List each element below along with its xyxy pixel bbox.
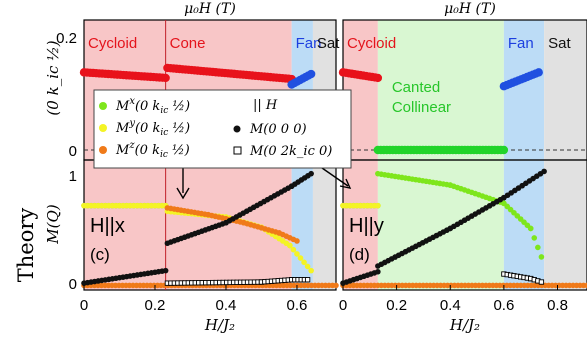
phase-label-c-2: Fan (296, 35, 322, 52)
upper-point-c-0-27 (161, 73, 170, 83)
arrow-diag-head (339, 178, 352, 189)
lower-point-c-2-3-0 (287, 242, 293, 249)
legend-tail: ½) (168, 143, 190, 158)
panel-label-d: (d) (349, 245, 370, 264)
legend-sub: ic (160, 150, 168, 160)
phase-label-d-1: Canted Collinear (392, 79, 451, 116)
legend-sup: x (129, 96, 135, 107)
panel-label-c: (c) (90, 245, 110, 264)
theory-side-label: Theory (14, 208, 38, 283)
legend-tail: ½) (168, 121, 190, 136)
legend-rest: (0 k (135, 121, 160, 136)
legend-label-mz: Mz(0 kic ½) (115, 140, 190, 160)
legend-main: M (115, 121, 130, 136)
upper-point-d-2-12 (534, 68, 543, 77)
lower-point-d-2-3-1 (531, 235, 538, 241)
lower-point-c-2-3-3 (297, 255, 304, 261)
x-axis-label-d: H/J₂ (449, 316, 480, 334)
legend-sup: z (128, 140, 135, 151)
legend-main: M (115, 99, 130, 114)
lower-point-c-6-2-6 (308, 170, 314, 177)
legend-marker-mx (99, 102, 107, 110)
lower-point-d-2-3-3 (538, 254, 545, 260)
legend-rest: (0 k (135, 99, 160, 114)
phase-label-c-3: Sat (317, 35, 340, 52)
legend-sub: ic (160, 106, 168, 116)
lower-point-c-4-0-72 (333, 282, 339, 289)
xtick-label-c-3: 0.6 (287, 297, 308, 314)
lower-point-c-2-3-6 (308, 267, 314, 274)
x-axis-label-c: H/J₂ (204, 316, 235, 334)
arrow-down-head (176, 187, 190, 200)
lower-point-d-1-0-10 (375, 202, 381, 209)
phase-region-d-1 (377, 20, 504, 290)
legend-label-m000: M(0 0 0) (249, 122, 307, 137)
legend-rest: (0 k (135, 143, 160, 158)
xtick-label-d-3: 0.6 (493, 297, 514, 314)
xtick-label-d-2: 0.4 (440, 297, 461, 314)
xtick-label-d-4: 0.8 (547, 297, 568, 314)
lower-point-d-5-2-11 (541, 168, 547, 175)
phase-label-c-1: Cone (170, 35, 206, 52)
arrow-diag-line (321, 167, 349, 187)
lower-point-c-2-3-2 (294, 251, 300, 257)
lower-point-c-2-3-4 (301, 259, 307, 266)
upper-ytick-0: 0.2 (56, 30, 77, 47)
legend-header: || H (253, 98, 278, 113)
lower-frame-d (342, 159, 587, 291)
phase-label-d-0: Cycloid (347, 35, 396, 52)
phase-label-d-2: Fan (508, 35, 534, 52)
lower-point-d-3-0-70 (584, 282, 587, 289)
xtick-label-c-2: 0.4 (216, 297, 237, 314)
lower-point-d-2-3-0 (527, 225, 534, 232)
upper-point-d-0-12 (373, 73, 383, 83)
lower-point-c-2-3-1 (290, 246, 297, 253)
lower-point-d-4-0-10 (375, 268, 381, 275)
panel-d: Cycloid Canted Collinear Fan Sat 0 0.2 0.4 0.6 0.… (338, 19, 587, 334)
legend-label-m02k0: M(0 2k_ic 0) (249, 144, 332, 159)
legend-marker-my (99, 124, 107, 132)
upper-point-c-2-7 (306, 69, 316, 79)
lower-point-c-7-2-5 (304, 277, 311, 283)
legend-tail: ½) (168, 99, 190, 114)
xtick-label-d-0: 0 (339, 297, 347, 314)
lower-point-d-6-1-3 (538, 279, 545, 285)
legend-label-mx: Mx(0 kic ½) (115, 96, 190, 116)
lower-point-c-5-0-23 (162, 267, 169, 274)
phase-label-d-3: Sat (548, 35, 571, 52)
legend-marker-mz (99, 146, 107, 154)
legend-label-my: My(0 kic ½) (115, 118, 190, 138)
phase-label-line-1: Canted (392, 79, 440, 96)
top-axis-label-right: μ₀H (T) (444, 1, 496, 17)
legend: Mx(0 kic ½)My(0 kic ½)Mz(0 kic ½)|| HM(0… (93, 89, 352, 169)
field-direction-label-d: H||y (349, 215, 384, 237)
legend-marker-m02k0 (233, 146, 242, 155)
upper-point-d-1-42 (499, 145, 509, 155)
xtick-label-c-1: 0.2 (145, 297, 166, 314)
phase-label-c-0: Cycloid (88, 35, 137, 52)
xtick-label-c-0: 0 (80, 297, 88, 314)
upper-y-axis-label: (0 k_ic ½) (44, 40, 62, 115)
lower-ytick-1: 0 (69, 276, 77, 293)
lower-ytick-0: 1 (69, 168, 77, 185)
top-axis-label-left: μ₀H (T) (184, 1, 236, 17)
annotation-arrows (176, 167, 352, 200)
phase-label-line-2: Collinear (392, 99, 451, 116)
legend-sup: y (128, 118, 135, 129)
lower-y-axis-label: M(Q) (44, 204, 62, 245)
legend-sub: ic (160, 128, 168, 138)
lower-point-c-3-3-5 (294, 238, 300, 244)
field-direction-label-c: H||x (90, 215, 125, 237)
lower-point-c-2-3-5 (304, 263, 311, 270)
legend-marker-m000 (233, 125, 241, 133)
phase-region-d-3 (544, 20, 587, 290)
legend-main: M (115, 143, 130, 158)
upper-ytick-1: 0 (69, 143, 77, 160)
xtick-label-d-1: 0.2 (386, 297, 407, 314)
legend-box (93, 89, 352, 169)
lower-point-d-2-3-2 (535, 244, 541, 251)
